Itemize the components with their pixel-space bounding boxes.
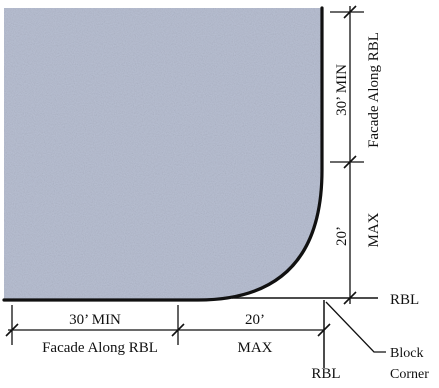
bottom-tick-mid <box>171 323 185 337</box>
rbl-right-label: RBL <box>390 292 419 308</box>
rbl-bottom-label: RBL <box>311 366 340 382</box>
right-tick-top <box>343 5 357 19</box>
right-min-caption: Facade Along RBL <box>366 32 382 148</box>
bottom-min-value: 30’ MIN <box>69 312 121 328</box>
block-corner-leader <box>325 301 386 353</box>
bottom-tick-left <box>5 323 19 337</box>
bottom-min-caption: Facade Along RBL <box>42 340 158 356</box>
right-max-caption: MAX <box>366 212 382 247</box>
right-max-value: 20’ <box>334 226 350 246</box>
bottom-tick-right <box>317 323 331 337</box>
right-min-value: 30’ MIN <box>334 64 350 116</box>
facade-outline <box>2 6 324 302</box>
right-tick-bottom <box>343 291 357 305</box>
right-tick-mid <box>343 155 357 169</box>
block-corner-label-line2: Corner <box>390 367 429 382</box>
bottom-max-value: 20’ <box>245 312 265 328</box>
building-mass <box>4 8 322 300</box>
bottom-max-caption: MAX <box>237 340 272 356</box>
block-corner-label-line1: Block <box>390 346 423 361</box>
